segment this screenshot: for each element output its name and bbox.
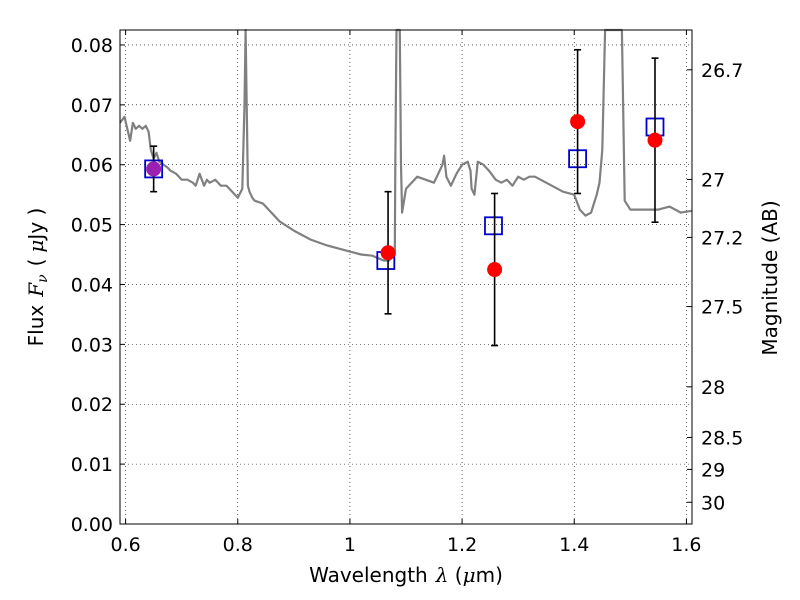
mag-tick-label: 27	[701, 169, 725, 191]
observed-point	[647, 132, 663, 148]
y2-axis-label: Magnitude (AB)	[758, 200, 782, 355]
x-tick-label: 0.8	[223, 534, 253, 556]
mag-tick-label: 28	[701, 377, 725, 399]
mag-tick-label: 30	[701, 492, 725, 514]
y-tick-label: 0.00	[71, 514, 113, 536]
x-tick-label: 0.6	[110, 534, 140, 556]
plot-frame	[119, 29, 693, 525]
observed-point	[380, 245, 396, 261]
ticks	[120, 30, 692, 525]
y-tick-label: 0.02	[71, 394, 113, 416]
observed-point	[146, 161, 162, 177]
observed-photometry-series	[146, 48, 663, 347]
y-tick-label: 0.08	[71, 35, 113, 57]
y-tick-label: 0.06	[71, 155, 113, 177]
y-tick-label: 0.03	[71, 334, 113, 356]
y-tick-label: 0.04	[71, 274, 113, 296]
x-tick-label: 1	[344, 534, 356, 556]
observed-point	[570, 114, 586, 130]
spectrum-series	[119, 28, 693, 262]
mag-tick-label: 27.2	[701, 227, 743, 249]
y-axis-label: FluxFν(μJy )	[24, 208, 51, 347]
x-tick-label: 1.2	[447, 534, 477, 556]
x-axis-label: Wavelength λ (μm)	[309, 563, 503, 587]
mag-tick-label: 28.5	[701, 427, 743, 449]
model-square	[484, 216, 503, 236]
x-tick-label: 1.6	[671, 534, 701, 556]
spectrum-line	[119, 28, 693, 262]
tick-labels: 0.6 0.8 1 1.2 1.4 1.6 0.00 0.01 0.02 0.03 0.04 0.05…	[71, 35, 744, 556]
x-tick-label: 1.4	[559, 534, 589, 556]
y-tick-label: 0.05	[71, 215, 113, 237]
mag-tick-label: 26.7	[701, 60, 743, 82]
y-tick-label: 0.07	[71, 95, 113, 117]
y-tick-label: 0.01	[71, 454, 113, 476]
mag-tick-label: 27.5	[701, 297, 743, 319]
mag-tick-label: 29	[701, 459, 725, 481]
observed-point	[487, 262, 503, 278]
grid	[120, 30, 692, 524]
